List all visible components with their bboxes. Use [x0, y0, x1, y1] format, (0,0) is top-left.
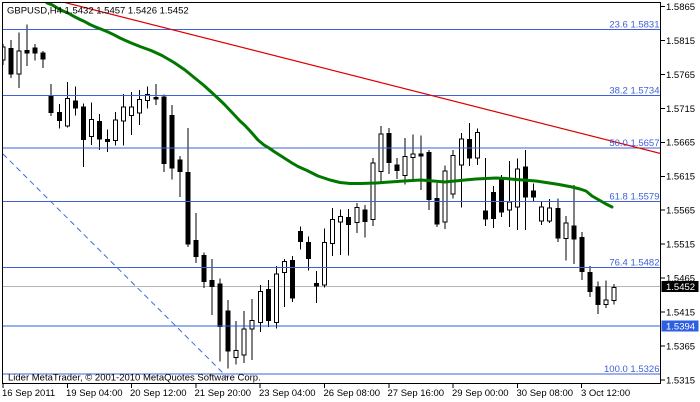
- svg-text:27 Sep 16:00: 27 Sep 16:00: [388, 388, 445, 399]
- svg-text:Lider MetaTrader, © 2001-2010: Lider MetaTrader, © 2001-2010 MetaQuotes…: [8, 373, 261, 384]
- svg-text:1.5452: 1.5452: [666, 282, 695, 293]
- svg-text:1.5315: 1.5315: [666, 375, 695, 386]
- svg-text:100.0 1.5326: 100.0 1.5326: [604, 364, 659, 375]
- svg-text:38.2 1.5734: 38.2 1.5734: [609, 86, 659, 97]
- svg-text:26 Sep 08:00: 26 Sep 08:00: [324, 388, 381, 399]
- svg-text:1.5365: 1.5365: [666, 341, 695, 352]
- svg-text:1.5415: 1.5415: [666, 308, 695, 319]
- svg-text:23 Sep 04:00: 23 Sep 04:00: [259, 388, 316, 399]
- svg-text:1.5465: 1.5465: [666, 274, 695, 285]
- svg-text:1.5665: 1.5665: [666, 138, 695, 149]
- svg-text:21 Sep 20:00: 21 Sep 20:00: [195, 388, 252, 399]
- svg-text:1.5815: 1.5815: [666, 36, 695, 47]
- svg-text:76.4 1.5482: 76.4 1.5482: [609, 257, 659, 268]
- svg-text:1.5615: 1.5615: [666, 172, 695, 183]
- svg-text:1.5565: 1.5565: [666, 206, 695, 217]
- svg-text:1.5865: 1.5865: [666, 2, 695, 13]
- svg-text:23.6 1.5831: 23.6 1.5831: [609, 19, 659, 30]
- svg-text:50.0 1.5657: 50.0 1.5657: [609, 138, 659, 149]
- svg-text:29 Sep 00:00: 29 Sep 00:00: [452, 388, 509, 399]
- svg-text:1.5715: 1.5715: [666, 104, 695, 115]
- svg-text:1.5765: 1.5765: [666, 70, 695, 81]
- svg-text:61.8 1.5579: 61.8 1.5579: [609, 191, 659, 202]
- svg-text:3 Oct 12:00: 3 Oct 12:00: [581, 388, 630, 399]
- svg-text:20 Sep 12:00: 20 Sep 12:00: [130, 388, 187, 399]
- svg-text:30 Sep 08:00: 30 Sep 08:00: [517, 388, 574, 399]
- svg-text:GBPUSD,H4 1.5432 1.5457 1.5426: GBPUSD,H4 1.5432 1.5457 1.5426 1.5452: [7, 6, 189, 17]
- svg-text:19 Sep 04:00: 19 Sep 04:00: [66, 388, 123, 399]
- svg-text:1.5394: 1.5394: [666, 322, 695, 333]
- svg-text:16 Sep 2011: 16 Sep 2011: [2, 388, 55, 399]
- svg-text:1.5515: 1.5515: [666, 240, 695, 251]
